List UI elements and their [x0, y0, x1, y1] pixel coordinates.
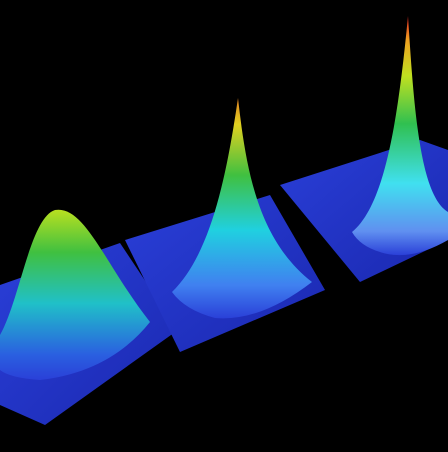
page: [0, 0, 448, 452]
scene: [0, 0, 448, 452]
